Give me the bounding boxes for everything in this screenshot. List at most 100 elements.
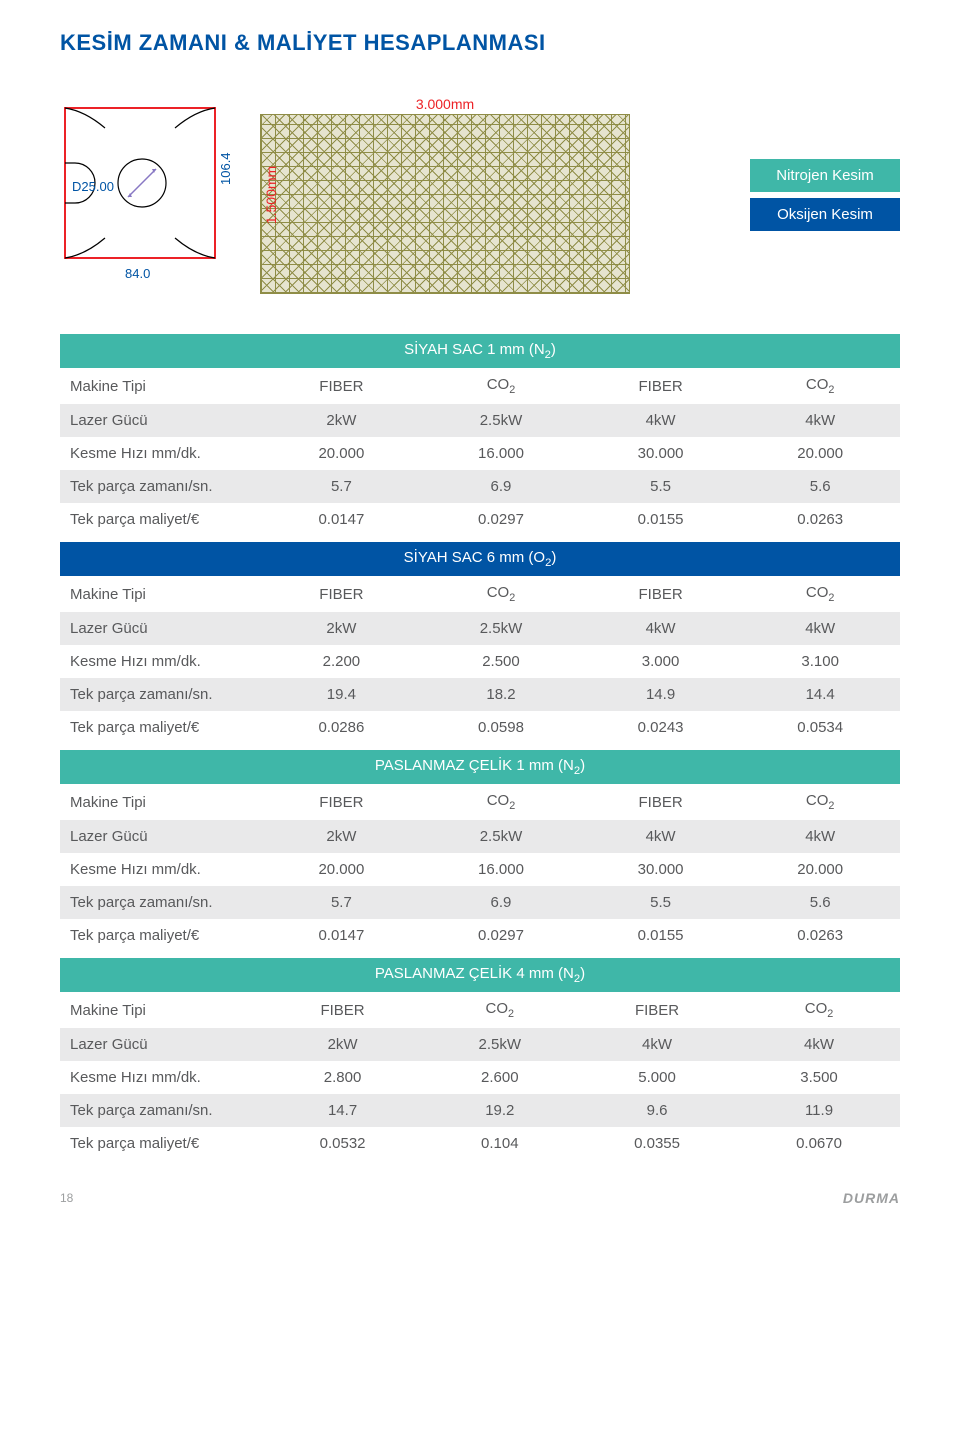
cell: 3.000 — [581, 645, 741, 678]
cell: 6.9 — [421, 470, 581, 503]
cell: FIBER — [262, 576, 422, 612]
cell: CO2 — [421, 368, 581, 404]
sheet-pattern — [260, 114, 630, 294]
cell: 2kW — [262, 612, 422, 645]
cell: FIBER — [581, 784, 741, 820]
cell: 16.000 — [421, 853, 581, 886]
data-table-block: PASLANMAZ ÇELİK 4 mm (N2)Makine TipiFIBE… — [60, 958, 900, 1160]
table-row: Lazer Gücü2kW2.5kW4kW4kW — [60, 404, 900, 437]
footer: 18 DURMA — [60, 1190, 900, 1206]
cell: 4kW — [740, 612, 900, 645]
cell: CO2 — [738, 992, 900, 1028]
row-label: Tek parça maliyet/€ — [60, 711, 262, 744]
data-table: Makine TipiFIBERCO2FIBERCO2Lazer Gücü2kW… — [60, 368, 900, 536]
row-label: Makine Tipi — [60, 784, 262, 820]
table-header: SİYAH SAC 6 mm (O2) — [60, 542, 900, 576]
cell: 14.9 — [581, 678, 741, 711]
cell: 0.0147 — [262, 503, 422, 536]
table-row: Tek parça maliyet/€0.01470.02970.01550.0… — [60, 503, 900, 536]
cell: 5.5 — [581, 470, 741, 503]
cell: 4kW — [581, 612, 741, 645]
cell: 19.2 — [424, 1094, 577, 1127]
page-number: 18 — [60, 1191, 73, 1205]
cell: 5.5 — [581, 886, 741, 919]
table-header: PASLANMAZ ÇELİK 4 mm (N2) — [60, 958, 900, 992]
cell: 0.0263 — [740, 503, 900, 536]
cell: 30.000 — [581, 853, 741, 886]
data-table: Makine TipiFIBERCO2FIBERCO2Lazer Gücü2kW… — [60, 992, 900, 1160]
cell: 16.000 — [421, 437, 581, 470]
cell: 0.0670 — [738, 1127, 900, 1160]
cell: 3.500 — [738, 1061, 900, 1094]
width-label: 84.0 — [125, 266, 150, 281]
cell: FIBER — [581, 368, 741, 404]
table-row: Makine TipiFIBERCO2FIBERCO2 — [60, 784, 900, 820]
cell: 3.100 — [740, 645, 900, 678]
cell: 14.7 — [262, 1094, 424, 1127]
table-header: PASLANMAZ ÇELİK 1 mm (N2) — [60, 750, 900, 784]
table-row: Kesme Hızı mm/dk.20.00016.00030.00020.00… — [60, 437, 900, 470]
cell: 0.0155 — [581, 919, 741, 952]
cell: 2kW — [262, 1028, 424, 1061]
table-row: Lazer Gücü2kW2.5kW4kW4kW — [60, 612, 900, 645]
row-label: Tek parça zamanı/sn. — [60, 470, 262, 503]
table-row: Kesme Hızı mm/dk.2.2002.5003.0003.100 — [60, 645, 900, 678]
cell: 4kW — [740, 820, 900, 853]
table-row: Lazer Gücü2kW2.5kW4kW4kW — [60, 1028, 900, 1061]
cell: 2.5kW — [421, 820, 581, 853]
row-label: Lazer Gücü — [60, 612, 262, 645]
cell: 2.5kW — [421, 404, 581, 437]
data-table-block: SİYAH SAC 1 mm (N2)Makine TipiFIBERCO2FI… — [60, 334, 900, 536]
cell: FIBER — [262, 992, 424, 1028]
cell: 4kW — [581, 820, 741, 853]
tables-container: SİYAH SAC 1 mm (N2)Makine TipiFIBERCO2FI… — [60, 334, 900, 1160]
cell: 0.0243 — [581, 711, 741, 744]
cell: CO2 — [424, 992, 577, 1028]
cell: 0.0532 — [262, 1127, 424, 1160]
table-row: Tek parça zamanı/sn.14.719.29.611.9 — [60, 1094, 900, 1127]
cell: 2.200 — [262, 645, 422, 678]
cell: 5.6 — [740, 886, 900, 919]
table-row: Tek parça maliyet/€0.02860.05980.02430.0… — [60, 711, 900, 744]
table-row: Tek parça zamanı/sn.5.76.95.55.6 — [60, 886, 900, 919]
cell: 18.2 — [421, 678, 581, 711]
legend: Nitrojen Kesim Oksijen Kesim — [750, 159, 900, 231]
row-label: Tek parça zamanı/sn. — [60, 886, 262, 919]
cell: 9.6 — [576, 1094, 738, 1127]
cell: 20.000 — [740, 853, 900, 886]
cell: 0.0297 — [421, 919, 581, 952]
row-label: Tek parça zamanı/sn. — [60, 1094, 262, 1127]
cell: 20.000 — [262, 853, 422, 886]
legend-nitrogen: Nitrojen Kesim — [750, 159, 900, 192]
cell: 20.000 — [262, 437, 422, 470]
cell: 0.0598 — [421, 711, 581, 744]
table-row: Tek parça maliyet/€0.05320.1040.03550.06… — [60, 1127, 900, 1160]
row-label: Kesme Hızı mm/dk. — [60, 645, 262, 678]
cell: 0.0286 — [262, 711, 422, 744]
row-label: Tek parça maliyet/€ — [60, 919, 262, 952]
cell: CO2 — [421, 784, 581, 820]
diagram-row: D25.00 106.4 84.0 3.000mm 1.500mm Nitroj… — [60, 96, 900, 294]
cell: 2kW — [262, 404, 422, 437]
cell: 11.9 — [738, 1094, 900, 1127]
cell: CO2 — [740, 368, 900, 404]
table-row: Kesme Hızı mm/dk.20.00016.00030.00020.00… — [60, 853, 900, 886]
table-header: SİYAH SAC 1 mm (N2) — [60, 334, 900, 368]
cell: 2kW — [262, 820, 422, 853]
sheet-width-label: 3.000mm — [260, 96, 630, 112]
sheet-diagram: 3.000mm 1.500mm — [260, 96, 630, 294]
row-label: Tek parça maliyet/€ — [60, 503, 262, 536]
data-table-block: SİYAH SAC 6 mm (O2)Makine TipiFIBERCO2FI… — [60, 542, 900, 744]
row-label: Tek parça maliyet/€ — [60, 1127, 262, 1160]
cell: 0.0297 — [421, 503, 581, 536]
diameter-label: D25.00 — [72, 179, 114, 194]
cell: 5.7 — [262, 470, 422, 503]
brand-logo: DURMA — [843, 1190, 900, 1206]
cell: FIBER — [262, 368, 422, 404]
legend-oxygen: Oksijen Kesim — [750, 198, 900, 231]
cell: 2.5kW — [421, 612, 581, 645]
cell: 4kW — [581, 404, 741, 437]
table-row: Kesme Hızı mm/dk.2.8002.6005.0003.500 — [60, 1061, 900, 1094]
cell: CO2 — [740, 576, 900, 612]
cell: CO2 — [421, 576, 581, 612]
